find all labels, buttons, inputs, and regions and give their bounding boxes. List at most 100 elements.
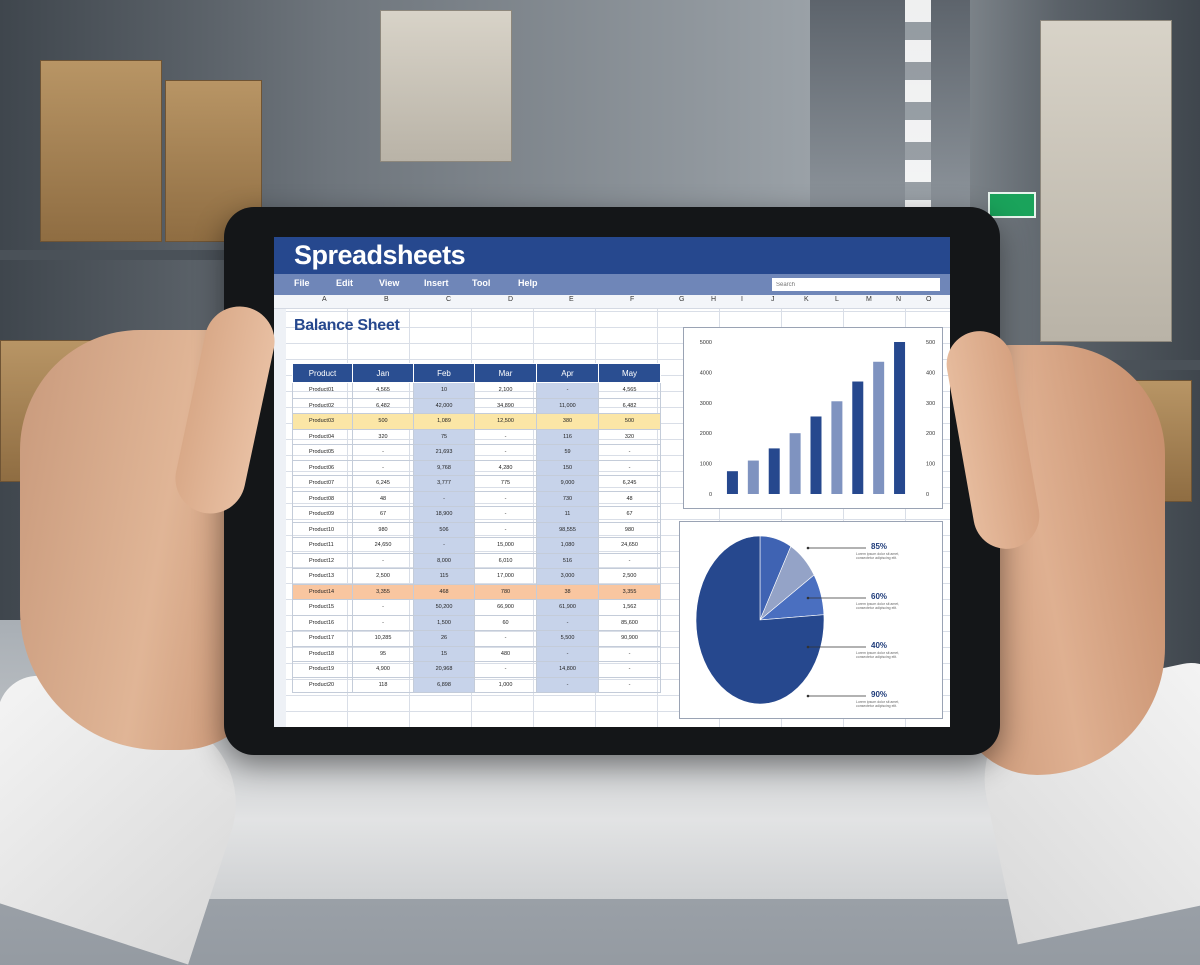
value-cell[interactable]: 150 [536,459,599,476]
header-mar[interactable]: Mar [474,363,537,383]
pie-slice[interactable] [695,535,825,705]
product-cell[interactable]: Product14 [292,583,353,600]
value-cell[interactable]: 980 [598,521,661,538]
value-cell[interactable]: - [474,661,537,678]
value-cell[interactable]: 730 [536,490,599,507]
column-letter[interactable]: F [630,296,635,303]
value-cell[interactable]: - [474,428,537,445]
value-cell[interactable]: - [352,444,414,461]
value-cell[interactable]: 1,500 [413,614,475,631]
header-jan[interactable]: Jan [352,363,414,383]
value-cell[interactable]: 6,245 [598,475,661,492]
product-cell[interactable]: Product09 [292,506,353,523]
column-letter[interactable]: C [446,296,452,303]
menu-help[interactable]: Help [518,278,538,288]
value-cell[interactable]: 18,900 [413,506,475,523]
value-cell[interactable]: 6,482 [598,397,661,414]
column-letter[interactable]: L [835,296,839,303]
value-cell[interactable]: 380 [536,413,599,430]
value-cell[interactable]: 10 [413,382,475,399]
value-cell[interactable]: 6,898 [413,676,475,693]
column-letter[interactable]: J [771,296,775,303]
column-letter[interactable]: D [508,296,514,303]
bar[interactable] [747,460,759,494]
product-cell[interactable]: Product05 [292,444,353,461]
product-cell[interactable]: Product20 [292,676,353,693]
product-cell[interactable]: Product03 [292,413,353,430]
column-letter[interactable]: E [569,296,574,303]
value-cell[interactable]: 3,777 [413,475,475,492]
value-cell[interactable]: 1,089 [413,413,475,430]
value-cell[interactable]: 1,562 [598,599,661,616]
value-cell[interactable]: 67 [352,506,414,523]
header-feb[interactable]: Feb [413,363,475,383]
value-cell[interactable]: 468 [413,583,475,600]
bar[interactable] [873,361,885,494]
value-cell[interactable]: 48 [352,490,414,507]
value-cell[interactable]: - [598,645,661,662]
menu-insert[interactable]: Insert [424,278,449,288]
product-cell[interactable]: Product12 [292,552,353,569]
value-cell[interactable]: 42,000 [413,397,475,414]
value-cell[interactable]: 59 [536,444,599,461]
product-cell[interactable]: Product15 [292,599,353,616]
menu-file[interactable]: File [294,278,310,288]
column-letter[interactable]: G [679,296,685,303]
value-cell[interactable]: 4,280 [474,459,537,476]
value-cell[interactable]: 34,890 [474,397,537,414]
value-cell[interactable]: 118 [352,676,414,693]
value-cell[interactable]: - [474,506,537,523]
product-cell[interactable]: Product08 [292,490,353,507]
value-cell[interactable]: - [536,382,599,399]
column-letter[interactable]: M [866,296,872,303]
value-cell[interactable]: 2,100 [474,382,537,399]
value-cell[interactable]: 3,000 [536,568,599,585]
value-cell[interactable]: 116 [536,428,599,445]
column-letter[interactable]: O [926,296,932,303]
value-cell[interactable]: 9,000 [536,475,599,492]
value-cell[interactable]: 3,355 [598,583,661,600]
value-cell[interactable]: 4,565 [598,382,661,399]
value-cell[interactable]: 85,600 [598,614,661,631]
value-cell[interactable]: - [352,459,414,476]
header-may[interactable]: May [598,363,661,383]
value-cell[interactable]: 61,900 [536,599,599,616]
value-cell[interactable]: 320 [598,428,661,445]
value-cell[interactable]: 500 [352,413,414,430]
product-cell[interactable]: Product11 [292,537,353,554]
value-cell[interactable]: 95 [352,645,414,662]
value-cell[interactable]: 15 [413,645,475,662]
product-cell[interactable]: Product02 [292,397,353,414]
value-cell[interactable]: 516 [536,552,599,569]
value-cell[interactable]: 1,080 [536,537,599,554]
value-cell[interactable]: 320 [352,428,414,445]
value-cell[interactable]: 506 [413,521,475,538]
value-cell[interactable]: 6,010 [474,552,537,569]
bar[interactable] [768,448,780,494]
value-cell[interactable]: - [536,676,599,693]
column-letter[interactable]: B [384,296,389,303]
bar[interactable] [726,471,738,494]
value-cell[interactable]: 5,500 [536,630,599,647]
value-cell[interactable]: 15,000 [474,537,537,554]
value-cell[interactable]: 3,355 [352,583,414,600]
product-cell[interactable]: Product07 [292,475,353,492]
column-letter[interactable]: I [741,296,743,303]
search-input[interactable] [772,278,940,291]
value-cell[interactable]: 6,482 [352,397,414,414]
value-cell[interactable]: 90,900 [598,630,661,647]
value-cell[interactable]: 17,000 [474,568,537,585]
value-cell[interactable]: 12,500 [474,413,537,430]
value-cell[interactable]: 10,285 [352,630,414,647]
value-cell[interactable]: - [598,459,661,476]
value-cell[interactable]: 780 [474,583,537,600]
value-cell[interactable]: 6,245 [352,475,414,492]
value-cell[interactable]: - [352,614,414,631]
value-cell[interactable]: 8,000 [413,552,475,569]
value-cell[interactable]: - [413,537,475,554]
menu-edit[interactable]: Edit [336,278,353,288]
product-cell[interactable]: Product17 [292,630,353,647]
column-letter[interactable]: N [896,296,902,303]
value-cell[interactable]: 60 [474,614,537,631]
value-cell[interactable]: 24,650 [598,537,661,554]
